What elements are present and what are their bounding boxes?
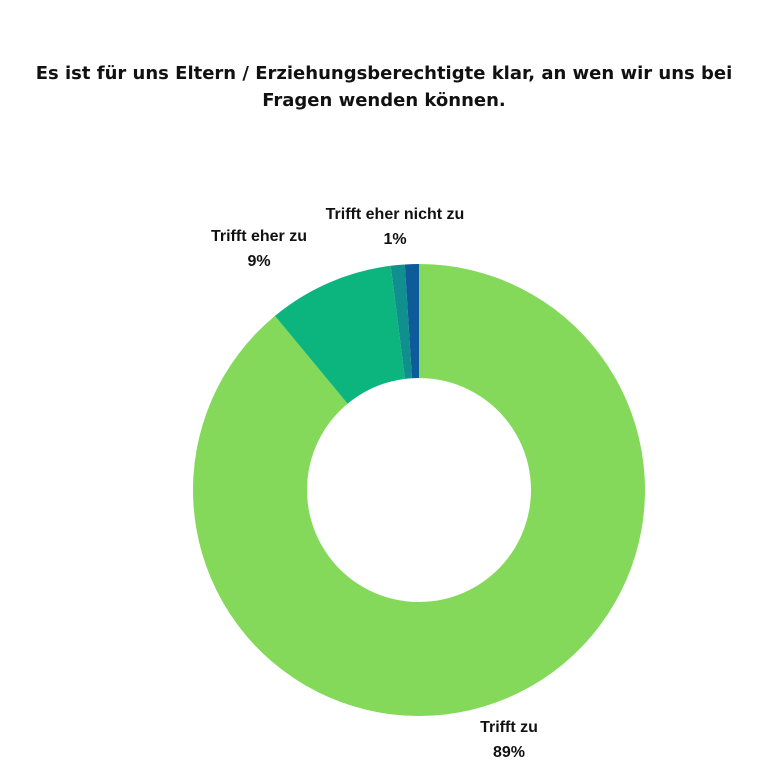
donut-slice [192, 264, 646, 717]
value-label: 1% [383, 231, 406, 248]
donut-slice [404, 264, 419, 379]
chart-title: Es ist für uns Eltern / Erziehungsberech… [36, 63, 733, 84]
slice-label: Trifft eher zu [211, 228, 307, 245]
donut-slice [390, 264, 412, 379]
slice-label: Trifft eher nicht zu [326, 206, 465, 223]
donut-slice [274, 265, 405, 404]
value-label: 89% [493, 744, 525, 761]
chart-title: Fragen wenden können. [262, 90, 506, 111]
slice-label: Trifft zu [480, 719, 538, 736]
value-label: 9% [247, 253, 270, 270]
